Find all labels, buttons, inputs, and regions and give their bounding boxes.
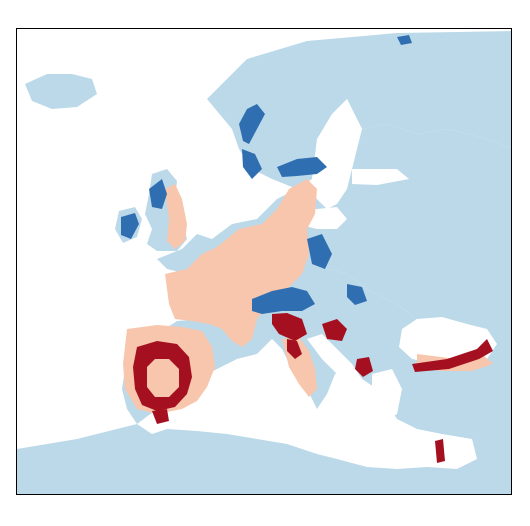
region-red-iberia-south [152,409,169,424]
region-blue-norway-coast [239,104,265,144]
sea-gulf-finland [352,169,409,185]
europe-map [17,29,511,494]
category-dark-blue-layer [121,35,412,314]
region-red-italy-west [287,339,302,359]
region-blue-north [397,35,412,45]
region-blue-norway-south [242,149,262,179]
region-orange-continent [165,179,317,347]
region-red-east-med [435,439,445,463]
region-orange-britain [165,184,187,249]
region-red-balkan [322,319,347,341]
region-blue-ireland [121,213,139,239]
region-blue-central-east [307,234,332,269]
map-frame [16,28,512,495]
region-red-greece [355,357,373,377]
category-dark-red-layer [133,313,493,463]
land-scandinavia [207,31,511,189]
sea-mediterranean [137,339,477,469]
region-blue-britain [149,179,167,209]
land-iceland [25,74,97,109]
region-red-blacksea-south [412,339,493,372]
region-blue-alps [252,287,315,314]
sea-adriatic [307,334,362,384]
sea-aegean [372,369,402,424]
sea-north [180,179,267,234]
region-blue-sweden-coast [277,157,327,177]
region-blue-carpathian [347,284,367,305]
sea-baltic [312,99,362,209]
region-red-italy-north [272,313,307,341]
land-anatolia [395,359,511,434]
sea-layer [125,99,497,469]
region-red-iberia-ring [133,341,192,411]
